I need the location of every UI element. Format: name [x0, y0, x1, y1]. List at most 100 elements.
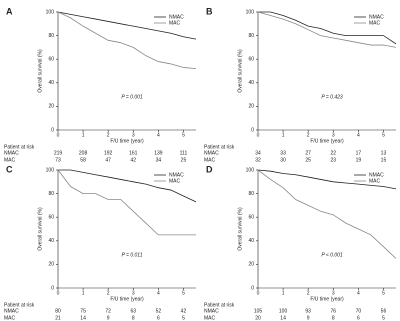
y-tick-label: 100: [46, 9, 55, 15]
y-tick-label: 80: [48, 191, 54, 197]
risk-table-title: Patient at risk: [204, 144, 235, 150]
risk-count: 13: [381, 150, 387, 156]
survival-curve: [57, 11, 197, 70]
x-tick-label: 1: [82, 290, 85, 296]
x-tick-label: 4: [357, 290, 360, 296]
y-axis-label: Overall survival (%): [237, 49, 243, 93]
risk-count: 76: [330, 308, 336, 314]
risk-count: 63: [130, 308, 136, 314]
x-tick-label: 3: [132, 132, 135, 138]
y-axis-label: Overall survival (%): [237, 207, 243, 251]
risk-count: 111: [180, 150, 188, 156]
survival-curve: [257, 169, 397, 259]
risk-count: 42: [181, 308, 187, 314]
x-tick-label: 4: [157, 290, 160, 296]
legend-label: MAC: [169, 20, 181, 26]
legend-label: NMAC: [169, 14, 184, 20]
risk-count: 32: [255, 157, 261, 163]
x-tick-label: 1: [282, 132, 285, 138]
x-tick-label: 2: [307, 290, 310, 296]
risk-count: 15: [381, 157, 387, 163]
risk-count: 139: [154, 150, 163, 156]
risk-count: 219: [54, 150, 63, 156]
x-tick-label: 4: [357, 132, 360, 138]
x-tick-label: 3: [132, 290, 135, 296]
risk-row-label: NMAC: [4, 150, 19, 156]
annotation: P = 0.423: [321, 94, 343, 100]
risk-count: 9: [307, 315, 310, 321]
annotation: P = 0.001: [121, 94, 143, 100]
risk-count: 14: [280, 315, 286, 321]
x-tick-label: 5: [182, 132, 185, 138]
legend-label: NMAC: [369, 14, 384, 20]
x-tick-label: 2: [107, 132, 110, 138]
y-tick-label: 60: [48, 57, 54, 63]
x-axis-label: F/U time (year): [110, 296, 144, 302]
y-tick-label: 100: [46, 167, 55, 173]
y-tick-label: 40: [248, 238, 254, 244]
y-tick-label: 40: [48, 238, 54, 244]
risk-count: 17: [356, 150, 362, 156]
y-axis-label: Overall survival (%): [37, 49, 43, 93]
x-tick-label: 0: [257, 132, 260, 138]
x-tick-label: 5: [382, 290, 385, 296]
x-axis-label: F/U time (year): [310, 296, 344, 302]
y-tick-label: 0: [51, 127, 54, 133]
risk-count: 93: [305, 308, 311, 314]
y-tick-label: 80: [48, 33, 54, 39]
risk-row-label: NMAC: [4, 308, 19, 314]
risk-count: 14: [80, 315, 86, 321]
panel-label: D: [206, 164, 213, 174]
y-tick-label: 0: [51, 285, 54, 291]
risk-row-label: NMAC: [204, 150, 219, 156]
x-tick-label: 3: [332, 290, 335, 296]
annotation: P < 0.001: [321, 252, 343, 258]
y-tick-label: 100: [246, 167, 255, 173]
survival-curve: [257, 11, 397, 48]
panel-label: B: [206, 6, 213, 16]
y-tick-label: 40: [248, 80, 254, 86]
annotation: P = 0.011: [122, 252, 143, 258]
panel-label: A: [6, 6, 13, 16]
legend-label: NMAC: [169, 172, 184, 178]
x-axis-label: F/U time (year): [110, 138, 144, 144]
risk-row-label: MAC: [4, 157, 16, 163]
survival-curve: [257, 169, 397, 190]
risk-count: 105: [254, 308, 263, 314]
y-tick-label: 20: [48, 104, 54, 110]
risk-row-label: MAC: [204, 315, 216, 321]
risk-count: 6: [157, 315, 160, 321]
risk-count: 34: [255, 150, 261, 156]
risk-table-title: Patient at risk: [4, 144, 35, 150]
y-tick-label: 100: [246, 9, 255, 15]
y-tick-label: 40: [48, 80, 54, 86]
x-tick-label: 0: [257, 290, 260, 296]
risk-count: 47: [105, 157, 111, 163]
risk-count: 27: [305, 150, 311, 156]
y-tick-label: 80: [248, 33, 254, 39]
survival-curve: [58, 169, 197, 203]
x-tick-label: 2: [107, 290, 110, 296]
y-axis-label: Overall survival (%): [37, 207, 43, 251]
risk-count: 30: [280, 157, 286, 163]
risk-count: 19: [356, 157, 362, 163]
x-tick-label: 5: [182, 290, 185, 296]
risk-count: 42: [130, 157, 136, 163]
risk-count: 75: [80, 308, 86, 314]
x-tick-label: 3: [332, 132, 335, 138]
x-tick-label: 1: [282, 290, 285, 296]
y-tick-label: 20: [248, 262, 254, 268]
survival-curve: [57, 11, 197, 40]
y-tick-label: 60: [48, 215, 54, 221]
risk-count: 70: [356, 308, 362, 314]
risk-count: 34: [156, 157, 162, 163]
risk-count: 72: [105, 308, 111, 314]
risk-count: 21: [55, 315, 61, 321]
survival-curve: [258, 11, 397, 45]
risk-count: 5: [182, 315, 185, 321]
risk-count: 20: [255, 315, 261, 321]
risk-count: 8: [132, 315, 135, 321]
x-tick-label: 2: [307, 132, 310, 138]
risk-count: 8: [332, 315, 335, 321]
risk-count: 58: [80, 157, 86, 163]
